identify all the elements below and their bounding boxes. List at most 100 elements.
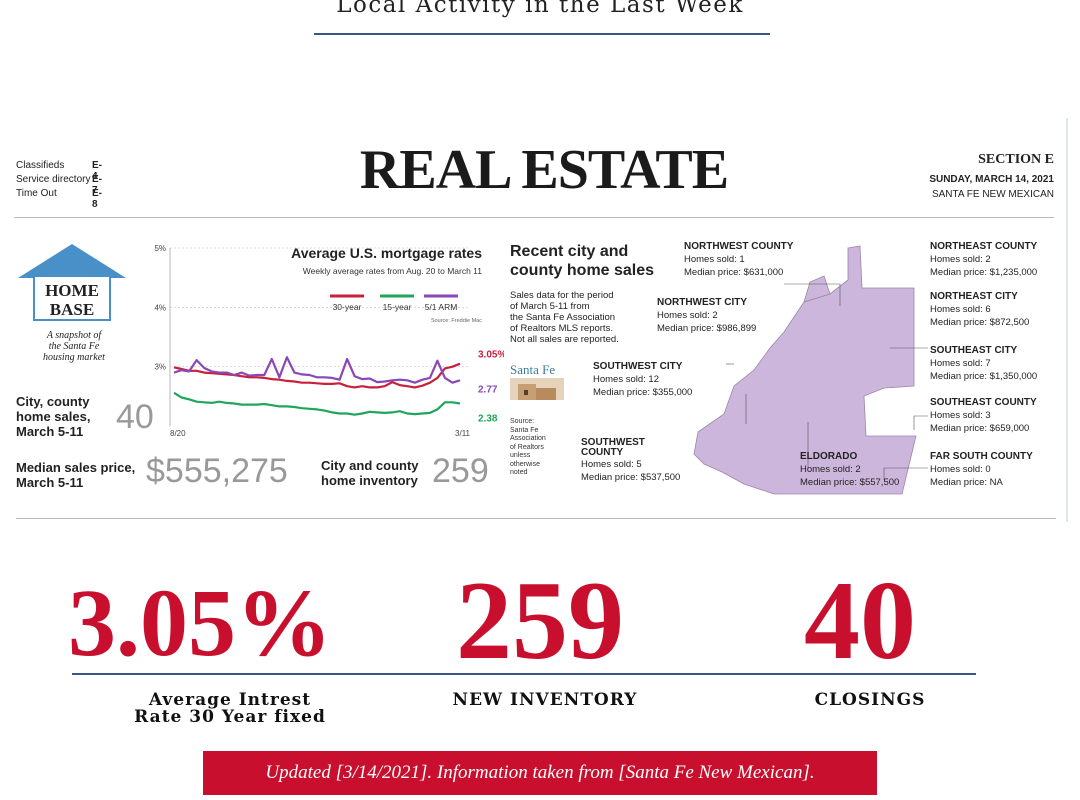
- section-label: SECTION E: [978, 152, 1054, 167]
- area-median-price: Median price: NA: [930, 477, 1003, 488]
- area-homes-sold: Homes sold: 2: [930, 254, 991, 265]
- area-name: SOUTHEAST CITY: [930, 345, 1018, 356]
- tagline-line: the Santa Fe: [48, 341, 100, 352]
- area-name: NORTHEAST CITY: [930, 291, 1018, 302]
- source-line: unless: [510, 452, 531, 459]
- masthead: REAL ESTATE: [359, 139, 729, 201]
- chart-x-tick-label: 8/20: [170, 429, 186, 438]
- area-northeast-county: NORTHEAST COUNTY Homes sold: 2 Median pr…: [930, 240, 1037, 279]
- inventory-label: City and county home inventory: [321, 458, 419, 488]
- source-line: of Realtors: [510, 443, 544, 451]
- chart-subtitle: Weekly average rates from Aug. 20 to Mar…: [303, 266, 482, 276]
- index-row-time-out: Time Out E-8: [16, 188, 102, 210]
- recent-sales-description: Sales data for the period of March 5-11 …: [510, 290, 619, 345]
- chart-end-label: 2.38: [478, 413, 498, 424]
- area-name: NORTHEAST COUNTY: [930, 241, 1038, 252]
- desc-line: Not all sales are reported.: [510, 334, 619, 345]
- area-homes-sold: Homes sold: 0: [930, 464, 991, 475]
- source-line: Source:: [510, 418, 535, 425]
- caption-line: Average Intrest: [148, 690, 312, 710]
- caption-line: Rate 30 Year fixed: [134, 707, 326, 727]
- area-name: FAR SOUTH COUNTY: [930, 451, 1033, 462]
- chart-source: Source: Freddie Mac: [431, 318, 482, 324]
- publication-date: SUNDAY, MARCH 14, 2021: [929, 174, 1054, 185]
- closings-highlight-caption: CLOSINGS: [814, 690, 926, 710]
- chart-y-tick-label: 5%: [154, 244, 166, 253]
- area-name: ELDORADO: [800, 451, 858, 462]
- index-row-classifieds: Classifieds E-4: [16, 160, 102, 182]
- area-median-price: Median price: $631,000: [684, 267, 784, 278]
- chart-title: Average U.S. mortgage rates: [291, 245, 482, 261]
- realtors-logo: Santa Fe: [510, 362, 566, 405]
- label-line: March 5-11: [16, 475, 84, 490]
- desc-line: Sales data for the period: [510, 290, 614, 301]
- inventory-highlight-caption: NEW INVENTORY: [452, 690, 638, 710]
- home-base-line2: BASE: [50, 300, 94, 319]
- source-note: Source: Santa Fe Association of Realtors…: [510, 418, 546, 478]
- title-line: Recent city and: [510, 243, 629, 260]
- area-median-price: Median price: $986,899: [657, 323, 757, 334]
- logo-text: Santa Fe: [510, 362, 556, 377]
- county-shape: [693, 245, 917, 495]
- index-label: Service directory: [16, 174, 91, 185]
- area-northeast-city: NORTHEAST CITY Homes sold: 6 Median pric…: [930, 290, 1029, 329]
- area-southwest-county: SOUTHWEST COUNTY Homes sold: 5 Median pr…: [581, 438, 680, 484]
- index-row-service-directory: Service directory E-7: [16, 174, 102, 196]
- title-line: county home sales: [510, 262, 655, 279]
- area-homes-sold: Homes sold: 2: [800, 464, 861, 475]
- house-roof-icon: [18, 244, 126, 278]
- tagline-line: A snapshot of: [46, 330, 102, 341]
- chart-series-line: [173, 356, 461, 384]
- legend-label: 5/1 ARM: [425, 302, 458, 312]
- recent-sales-title: Recent city and county home sales: [510, 242, 654, 280]
- area-homes-sold: Homes sold: 6: [930, 304, 991, 315]
- area-homes-sold: Homes sold: 1: [684, 254, 745, 265]
- chart-y-tick-label: 4%: [154, 303, 166, 312]
- mortgage-rate-chart: 3% 4% 5% 8/20 3/11 3.05% 2.38 2.77 Average U.S…: [154, 244, 504, 438]
- desc-line: of Realtors MLS reports.: [510, 323, 613, 334]
- clipping-bottom-divider: [16, 518, 1056, 519]
- label-line: Median sales price,: [16, 460, 136, 475]
- area-name: SOUTHEAST COUNTY: [930, 397, 1037, 408]
- home-base-tagline: A snapshot of the Santa Fe housing marke…: [24, 330, 124, 363]
- area-northwest-city: NORTHWEST CITY Homes sold: 2 Median pric…: [657, 296, 756, 335]
- source-line: otherwise: [510, 460, 540, 468]
- area-eldorado: ELDORADO Homes sold: 2 Median price: $55…: [800, 450, 899, 489]
- source-line: Association: [510, 435, 546, 442]
- clipping-edge: [1066, 118, 1068, 522]
- leader-line: [913, 415, 928, 430]
- home-sales-value: 40: [116, 398, 154, 436]
- source-line: Santa Fe: [510, 426, 539, 434]
- area-homes-sold: Homes sold: 7: [930, 358, 991, 369]
- header-divider: [14, 217, 1054, 218]
- area-northwest-county: NORTHWEST COUNTY Homes sold: 1 Median pr…: [684, 240, 793, 279]
- median-price-label: Median sales price, March 5-11: [16, 460, 135, 490]
- chart-series-line: [173, 391, 461, 416]
- update-footer: Updated [3/14/2021]. Information taken f…: [203, 751, 877, 795]
- highlights-divider: [72, 673, 976, 675]
- legend-label: 15-year: [383, 302, 412, 312]
- label-line: City and county: [321, 458, 419, 473]
- legend-label: 30-year: [333, 302, 362, 312]
- desc-line: the Santa Fe Association: [510, 312, 616, 323]
- area-homes-sold: Homes sold: 12: [593, 374, 660, 385]
- area-homes-sold: Homes sold: 3: [930, 410, 991, 421]
- leader-line: [883, 467, 928, 480]
- closings-highlight-value: 40: [804, 559, 916, 683]
- index-label: Classifieds: [16, 160, 65, 171]
- page-title: Local Activity in the Last Week: [336, 0, 744, 18]
- area-median-price: Median price: $872,500: [930, 317, 1030, 328]
- index-page: E-7: [92, 174, 102, 196]
- area-median-price: Median price: $1,350,000: [930, 371, 1038, 382]
- newspaper-clipping: Classifieds E-4 Service directory E-7 Time…: [14, 118, 1064, 522]
- santa-fe-county-map: [693, 245, 928, 495]
- area-median-price: Median price: $1,235,000: [930, 267, 1038, 278]
- source-line: noted: [510, 469, 528, 476]
- label-line: March 5-11: [16, 424, 84, 439]
- tagline-line: housing market: [43, 352, 105, 363]
- area-homes-sold: Homes sold: 2: [657, 310, 718, 321]
- area-median-price: Median price: $355,000: [593, 387, 693, 398]
- label-line: home inventory: [321, 473, 418, 488]
- label-line: City, county: [16, 394, 90, 409]
- home-base-line1: HOME: [45, 281, 99, 300]
